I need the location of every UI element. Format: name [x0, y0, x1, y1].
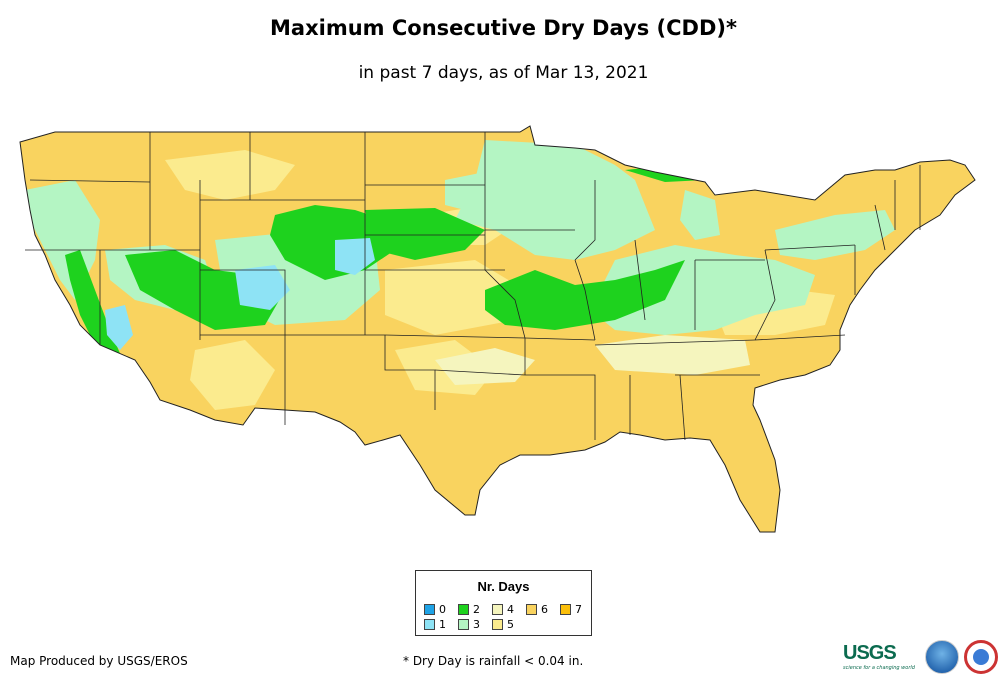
legend-label: 1: [439, 618, 446, 631]
zone-1-day: [105, 305, 133, 350]
noaa-logo-icon: [925, 640, 959, 674]
map-subtitle: in past 7 days, as of Mar 13, 2021: [358, 63, 649, 83]
zone-3-days: [590, 245, 815, 335]
legend-item-5: 5: [492, 618, 514, 631]
legend-item-2: 2: [458, 603, 480, 616]
legend-label: 4: [507, 603, 514, 616]
zone-1-day: [235, 265, 290, 310]
zone-2-days: [365, 208, 485, 260]
legend-label: 3: [473, 618, 480, 631]
legend-item-4: 4: [492, 603, 514, 616]
legend-title: Nr. Days: [477, 579, 530, 594]
legend-swatch: [560, 604, 571, 615]
zone-3-days: [445, 170, 535, 215]
legend-label: 0: [439, 603, 446, 616]
state-borders: [25, 132, 921, 441]
legend-label: 6: [541, 603, 548, 616]
legend-swatch: [526, 604, 537, 615]
legend-swatch: [424, 619, 435, 630]
footnote-text: * Dry Day is rainfall < 0.04 in.: [403, 654, 584, 668]
legend-swatch: [492, 604, 503, 615]
legend-item-3: 3: [458, 618, 480, 631]
legend: Nr. Days 0 1 2 3 4 5 6 7: [415, 570, 592, 636]
zone-2-days: [125, 250, 285, 330]
zone-4-days: [595, 335, 750, 375]
legend-item-1: 1: [424, 618, 446, 631]
nws-logo-icon: [964, 640, 998, 674]
map-title: Maximum Consecutive Dry Days (CDD)*: [270, 16, 737, 40]
legend-item-7: 7: [560, 603, 582, 616]
usgs-logo: USGS: [843, 642, 897, 664]
legend-swatch: [458, 604, 469, 615]
legend-item-0: 0: [424, 603, 446, 616]
legend-label: 5: [507, 618, 514, 631]
zone-5-days: [385, 260, 525, 335]
legend-label: 7: [575, 603, 582, 616]
zone-3-days: [680, 190, 720, 240]
zone-2-days: [65, 250, 160, 405]
us-outline: [19, 125, 976, 533]
agency-logos: USGS science for a changing world: [843, 638, 1003, 678]
us-drought-map: [19, 125, 976, 533]
legend-label: 2: [473, 603, 480, 616]
zone-5-days: [165, 150, 295, 200]
usgs-tagline: science for a changing world: [843, 665, 915, 671]
legend-swatch: [424, 604, 435, 615]
legend-item-6: 6: [526, 603, 548, 616]
zone-4-days: [435, 348, 535, 385]
zone-2-days: [485, 260, 685, 330]
legend-swatch: [492, 619, 503, 630]
credit-text: Map Produced by USGS/EROS: [10, 654, 188, 668]
zone-5-days: [190, 340, 275, 410]
legend-swatch: [458, 619, 469, 630]
